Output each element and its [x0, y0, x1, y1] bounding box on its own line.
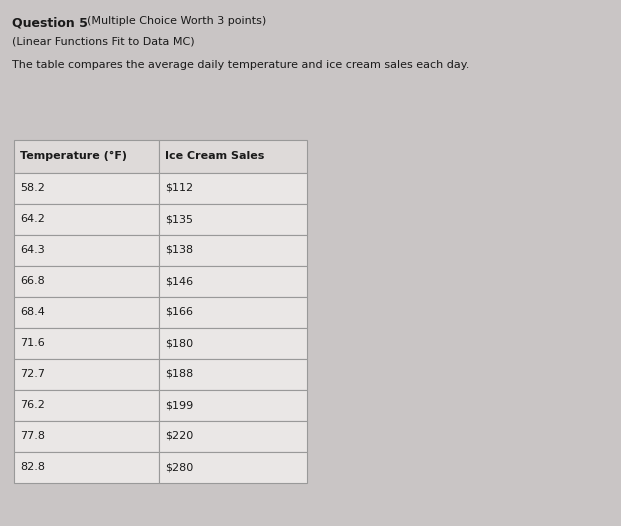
Text: (Multiple Choice Worth 3 points): (Multiple Choice Worth 3 points) — [87, 16, 266, 26]
Text: $146: $146 — [165, 276, 193, 286]
Text: $180: $180 — [165, 338, 193, 348]
Text: 64.2: 64.2 — [20, 214, 45, 224]
Text: The table compares the average daily temperature and ice cream sales each day.: The table compares the average daily tem… — [12, 60, 469, 70]
Text: (Linear Functions Fit to Data MC): (Linear Functions Fit to Data MC) — [12, 36, 194, 46]
Text: $135: $135 — [165, 214, 193, 224]
Text: $188: $188 — [165, 369, 193, 379]
Text: $280: $280 — [165, 462, 193, 472]
Text: $166: $166 — [165, 307, 193, 317]
Text: Question 5: Question 5 — [12, 16, 88, 29]
Text: $199: $199 — [165, 400, 193, 410]
Text: 66.8: 66.8 — [20, 276, 45, 286]
Text: Ice Cream Sales: Ice Cream Sales — [165, 151, 265, 161]
Text: 64.3: 64.3 — [20, 245, 45, 255]
Text: 72.7: 72.7 — [20, 369, 45, 379]
Text: 82.8: 82.8 — [20, 462, 45, 472]
Text: 68.4: 68.4 — [20, 307, 45, 317]
Text: Temperature (°F): Temperature (°F) — [20, 151, 127, 161]
Text: $138: $138 — [165, 245, 193, 255]
Text: $220: $220 — [165, 431, 193, 441]
Text: 58.2: 58.2 — [20, 183, 45, 193]
Text: 76.2: 76.2 — [20, 400, 45, 410]
Text: 77.8: 77.8 — [20, 431, 45, 441]
Text: $112: $112 — [165, 183, 193, 193]
Text: 71.6: 71.6 — [20, 338, 45, 348]
